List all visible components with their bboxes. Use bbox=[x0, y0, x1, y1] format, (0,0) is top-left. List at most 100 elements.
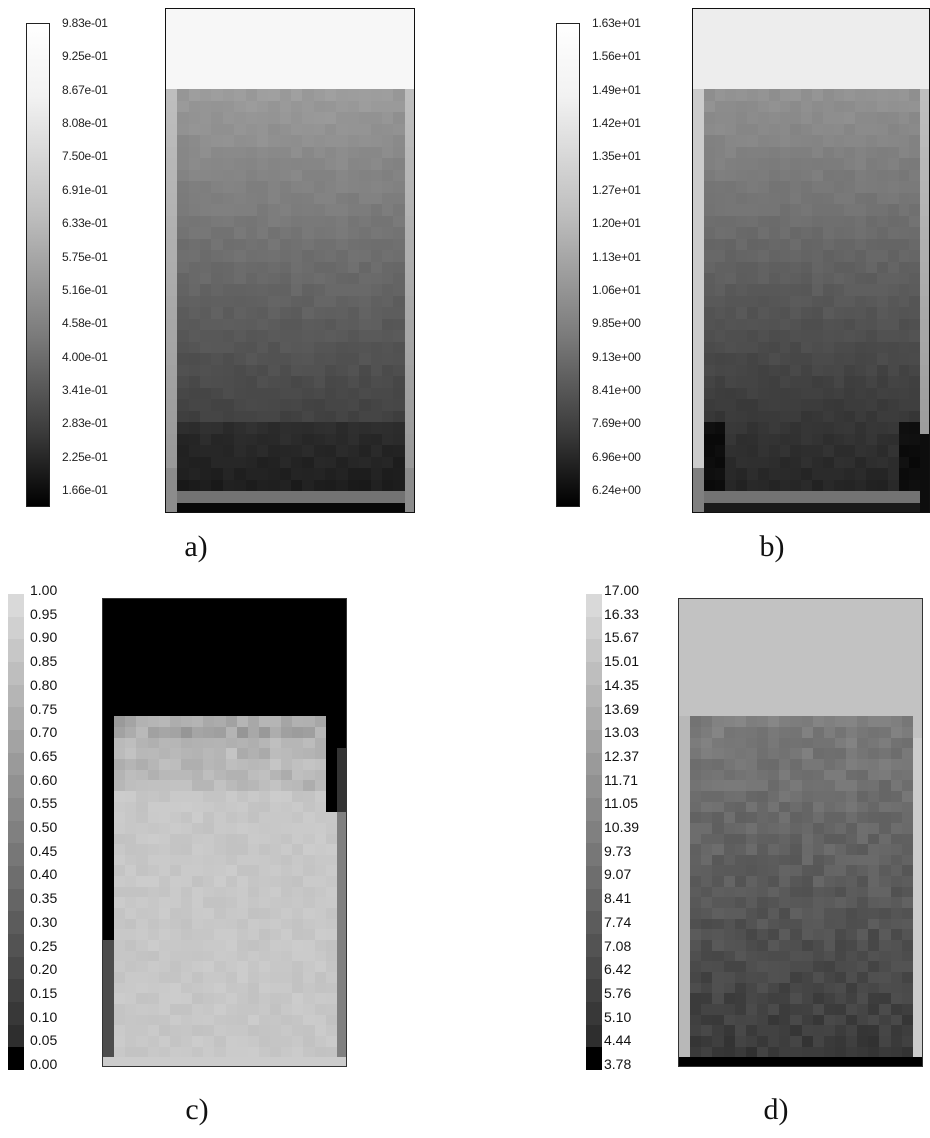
plot-cell bbox=[812, 100, 824, 113]
plot-cell bbox=[701, 684, 713, 696]
plot-cell bbox=[158, 993, 171, 1005]
plot-cell bbox=[359, 123, 372, 136]
plot-cell bbox=[188, 295, 201, 308]
plot-cell bbox=[359, 272, 372, 286]
plot-cell bbox=[879, 641, 892, 653]
plot-cell bbox=[901, 620, 914, 632]
plot-cell bbox=[768, 1014, 780, 1026]
plot-cell bbox=[404, 238, 414, 251]
plot-cell bbox=[147, 908, 160, 920]
plot-cell bbox=[393, 135, 406, 148]
plot-cell bbox=[245, 341, 258, 354]
plot-cell bbox=[203, 950, 215, 962]
plot-cell bbox=[879, 726, 892, 739]
plot-cell bbox=[879, 630, 892, 643]
plot-cell bbox=[268, 433, 281, 446]
plot-cell bbox=[268, 364, 281, 377]
plot-cell bbox=[180, 940, 193, 952]
plot-cell bbox=[234, 307, 247, 320]
plot-cell bbox=[188, 456, 201, 469]
plot-cell bbox=[247, 993, 260, 1005]
plot-cell bbox=[779, 20, 791, 33]
contour-plot-a bbox=[165, 8, 415, 513]
plot-cell bbox=[180, 652, 193, 664]
plot-cell bbox=[103, 876, 115, 888]
plot-cell bbox=[245, 146, 258, 159]
plot-cell bbox=[245, 20, 258, 33]
plot-cell bbox=[846, 876, 858, 888]
plot-cell bbox=[359, 43, 372, 56]
plot-cell bbox=[281, 630, 293, 643]
plot-cell bbox=[313, 135, 326, 148]
plot-cell bbox=[912, 961, 922, 973]
plot-cell bbox=[125, 758, 137, 771]
plot-cell bbox=[879, 780, 892, 792]
plot-cell bbox=[336, 54, 349, 67]
plot-cell bbox=[177, 387, 190, 400]
plot-cell bbox=[920, 146, 929, 159]
plot-cell bbox=[147, 961, 160, 973]
plot-cell bbox=[703, 9, 716, 22]
plot-cell bbox=[690, 812, 702, 824]
plot-cell bbox=[393, 295, 406, 308]
plot-cell bbox=[234, 20, 247, 33]
plot-cell bbox=[258, 694, 271, 707]
plot-cell bbox=[270, 972, 282, 984]
plot-cell bbox=[281, 1004, 293, 1016]
plot-cell bbox=[258, 620, 271, 632]
plot-cell bbox=[314, 630, 327, 643]
plot-cell bbox=[347, 181, 360, 194]
plot-cell bbox=[868, 886, 881, 899]
plot-cell bbox=[747, 307, 759, 320]
plot-cell bbox=[245, 89, 258, 102]
plot-cell bbox=[325, 89, 338, 102]
plot-cell bbox=[393, 31, 406, 45]
plot-cell bbox=[920, 445, 929, 458]
plot-cell bbox=[336, 422, 349, 435]
plot-cell bbox=[679, 758, 691, 771]
plot-cell bbox=[147, 1025, 160, 1037]
plot-cell bbox=[890, 918, 903, 931]
plot-cell bbox=[801, 844, 814, 856]
plot-cell bbox=[325, 215, 338, 228]
colorbar-tick-label: 10.39 bbox=[604, 819, 640, 835]
plot-cell bbox=[757, 146, 770, 159]
plot-cell bbox=[166, 295, 178, 308]
plot-cell bbox=[313, 456, 326, 469]
plot-cell bbox=[734, 1025, 747, 1037]
plot-cell bbox=[234, 318, 247, 331]
plot-cell bbox=[336, 961, 346, 973]
plot-cell bbox=[898, 66, 910, 79]
plot-cell bbox=[747, 468, 759, 481]
plot-cell bbox=[347, 135, 360, 148]
plot-cell bbox=[846, 1014, 858, 1026]
plot-cell bbox=[147, 1036, 160, 1048]
plot-cell bbox=[370, 353, 383, 366]
plot-cell bbox=[347, 20, 360, 33]
colorbar-tick-label: 5.76 bbox=[604, 984, 632, 1001]
plot-cell bbox=[370, 376, 383, 389]
colorbar-tick-label: 0.10 bbox=[30, 1008, 58, 1025]
plot-cell bbox=[136, 1057, 149, 1066]
plot-cell bbox=[270, 769, 282, 781]
plot-cell bbox=[147, 694, 160, 707]
plot-cell bbox=[359, 364, 372, 377]
plot-cell bbox=[723, 918, 736, 931]
plot-cell bbox=[303, 1025, 316, 1037]
plot-cell bbox=[336, 272, 349, 286]
plot-cell bbox=[234, 146, 247, 159]
plot-cell bbox=[823, 726, 836, 739]
plot-cell bbox=[866, 353, 878, 366]
plot-cell bbox=[214, 1036, 227, 1048]
plot-cell bbox=[158, 1014, 171, 1026]
colorbar-step bbox=[586, 798, 602, 822]
plot-cell bbox=[801, 135, 813, 148]
plot-cell bbox=[857, 620, 869, 632]
plot-cell bbox=[887, 89, 900, 102]
plot-cell bbox=[757, 502, 770, 512]
plot-cell bbox=[234, 250, 247, 263]
plot-cell bbox=[679, 1004, 691, 1016]
plot-cell bbox=[114, 620, 126, 632]
plot-cell bbox=[188, 43, 201, 56]
plot-cell bbox=[281, 705, 293, 717]
